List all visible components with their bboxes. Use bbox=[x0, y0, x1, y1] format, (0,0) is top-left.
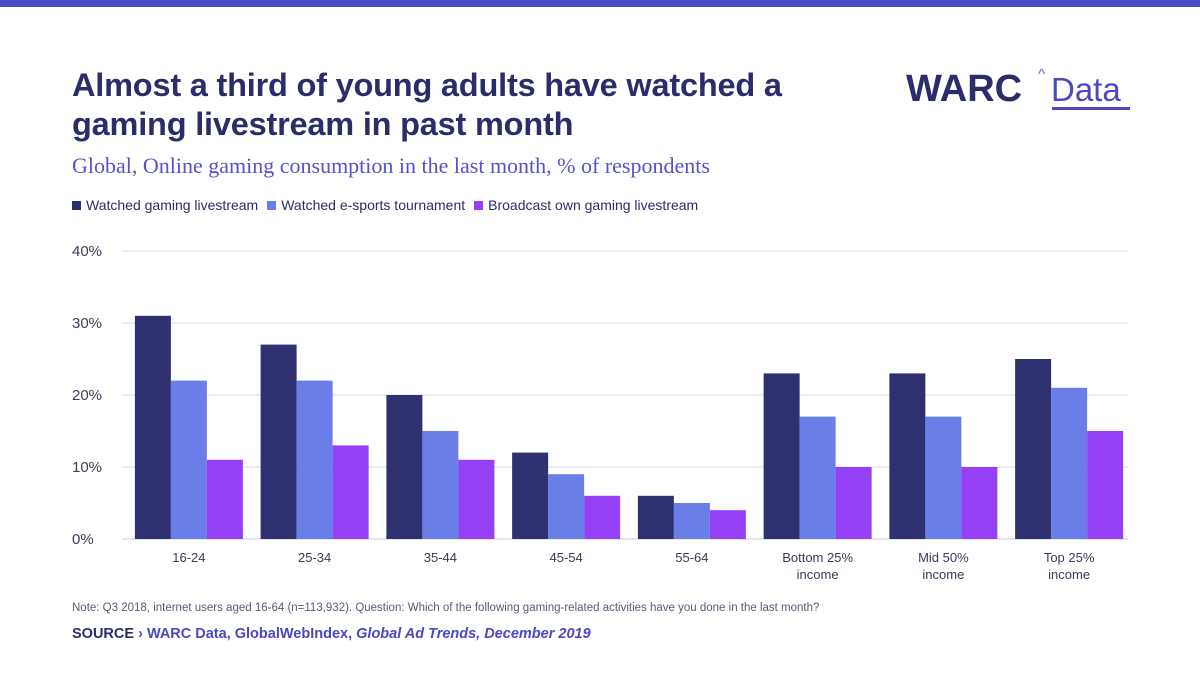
bar-series2-25-34 bbox=[296, 380, 333, 539]
source-label: SOURCE bbox=[72, 626, 135, 642]
x-tick-label: Mid 50% bbox=[918, 550, 969, 565]
x-tick-label: 55-64 bbox=[675, 550, 708, 565]
legend-label-series-3: Broadcast own gaming livestream bbox=[488, 197, 699, 213]
source-publication: Global Ad Trends, December 2019 bbox=[356, 626, 591, 642]
y-tick-label: 40% bbox=[72, 243, 102, 260]
legend-item-watched-esports: Watched e-sports tournament bbox=[267, 197, 465, 213]
bar-series3-mid-50-income bbox=[961, 467, 998, 539]
logo-caret: ^ bbox=[1038, 66, 1046, 83]
bar-series2-16-24 bbox=[170, 380, 207, 539]
bar-series3-45-54 bbox=[584, 495, 621, 539]
y-tick-label: 20% bbox=[72, 387, 102, 404]
source-text: WARC Data, GlobalWebIndex, bbox=[146, 626, 357, 642]
source-separator: › bbox=[134, 626, 147, 642]
y-tick-label: 10% bbox=[72, 459, 102, 476]
bar-series2-45-54 bbox=[548, 474, 585, 539]
bar-series1-16-24 bbox=[134, 315, 171, 539]
legend-label-series-2: Watched e-sports tournament bbox=[281, 197, 466, 213]
logo-brand: WARC bbox=[906, 68, 1023, 110]
bar-series1-35-44 bbox=[386, 395, 423, 539]
x-tick-label: income bbox=[1048, 567, 1090, 582]
bar-series2-35-44 bbox=[422, 431, 459, 539]
source-line: SOURCE › WARC Data, GlobalWebIndex, Glob… bbox=[72, 626, 591, 642]
bar-series1-top-25-income bbox=[1015, 359, 1052, 539]
bar-series1-bottom-25-income bbox=[763, 373, 800, 539]
x-tick-label: 45-54 bbox=[550, 550, 583, 565]
top-accent-bar bbox=[0, 0, 1200, 7]
warc-data-logo: WARC ^ Data bbox=[906, 64, 1136, 114]
bar-series3-16-24 bbox=[206, 459, 243, 539]
bar-series3-top-25-income bbox=[1087, 431, 1124, 539]
y-tick-label: 30% bbox=[72, 315, 102, 332]
bar-series2-top-25-income bbox=[1051, 387, 1088, 539]
x-tick-label: income bbox=[797, 567, 839, 582]
x-tick-label: 35-44 bbox=[424, 550, 457, 565]
x-tick-label: Bottom 25% bbox=[782, 550, 853, 565]
legend-item-watched-livestream: Watched gaming livestream bbox=[72, 197, 258, 213]
bar-series1-55-64 bbox=[637, 495, 674, 539]
logo-underline bbox=[1052, 107, 1130, 110]
x-tick-label: 16-24 bbox=[172, 550, 205, 565]
x-tick-label: 25-34 bbox=[298, 550, 331, 565]
bar-series2-55-64 bbox=[673, 503, 710, 539]
chart-subtitle: Global, Online gaming consumption in the… bbox=[72, 153, 710, 178]
legend-label-series-1: Watched gaming livestream bbox=[86, 197, 259, 213]
footnote: Note: Q3 2018, internet users aged 16-64… bbox=[72, 602, 820, 614]
legend-swatch-series-2 bbox=[267, 200, 277, 210]
chart-legend: Watched gaming livestream Watched e-spor… bbox=[72, 197, 707, 213]
bar-series1-45-54 bbox=[512, 452, 549, 539]
bar-series3-25-34 bbox=[332, 445, 369, 539]
y-tick-label: 0% bbox=[72, 531, 94, 548]
bar-series2-bottom-25-income bbox=[799, 416, 836, 539]
bar-series3-bottom-25-income bbox=[835, 467, 872, 539]
bar-series2-mid-50-income bbox=[925, 416, 962, 539]
legend-item-broadcast-own: Broadcast own gaming livestream bbox=[474, 197, 698, 213]
x-tick-label: income bbox=[922, 567, 964, 582]
bar-series1-mid-50-income bbox=[889, 373, 926, 539]
chart-title: Almost a third of young adults have watc… bbox=[72, 67, 782, 142]
bar-series3-35-44 bbox=[458, 459, 495, 539]
legend-swatch-series-1 bbox=[72, 200, 81, 210]
x-tick-label: Top 25% bbox=[1044, 550, 1095, 565]
logo-product: Data bbox=[1051, 71, 1121, 108]
legend-swatch-series-3 bbox=[474, 200, 484, 210]
bar-series1-25-34 bbox=[260, 344, 297, 539]
bar-series3-55-64 bbox=[709, 510, 746, 539]
